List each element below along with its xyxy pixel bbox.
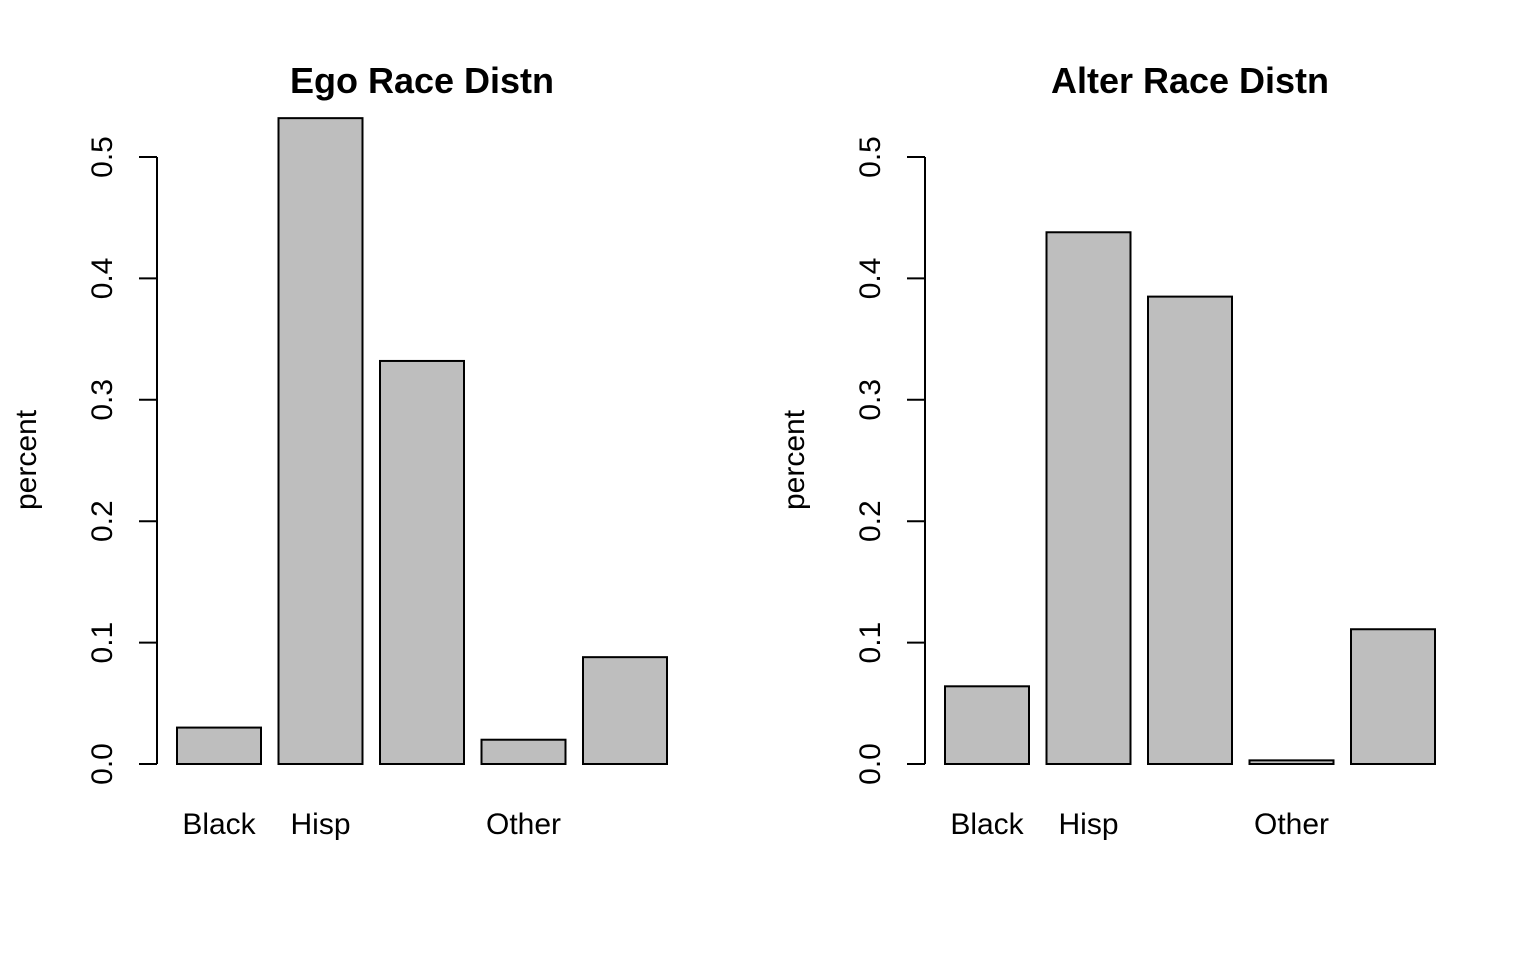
bar [277,117,364,766]
bars [176,117,668,766]
x-category-label: Other [1254,808,1329,841]
y-tick-label: 0.5 [854,136,887,178]
x-category-label: Hisp [290,808,350,841]
chart-panel-alter: Alter Race Distn percent 0.0 0.1 0.2 0.3 0.4… [778,60,1436,841]
y-tick-label: 0.4 [854,258,887,300]
category-labels: Black Hisp Other [950,808,1329,841]
x-category-label: Black [182,808,256,841]
x-category-label: Hisp [1058,808,1118,841]
category-labels: Black Hisp Other [182,808,561,841]
y-tick-label: 0.2 [86,500,119,542]
y-tick-label: 0.0 [86,743,119,785]
bar [944,685,1030,766]
y-tick-label: 0.1 [86,622,119,664]
bar [1248,759,1335,765]
y-tick-label: 0.5 [86,136,119,178]
y-tick-label: 0.3 [854,379,887,421]
y-tick-label: 0.1 [854,622,887,664]
bar [1045,231,1132,765]
y-axis-label: percent [10,409,43,510]
bar [1350,628,1436,765]
bar [480,738,567,765]
x-category-label: Black [950,808,1024,841]
bar [1147,295,1233,765]
y-tick-label: 0.3 [86,379,119,421]
y-axis: 0.0 0.1 0.2 0.3 0.4 0.5 [86,136,158,785]
chart-title: Alter Race Distn [1051,60,1329,101]
bar [176,726,262,766]
y-tick-label: 0.2 [854,500,887,542]
bar [379,359,465,765]
y-tick-label: 0.4 [86,258,119,300]
y-axis-label: percent [778,409,811,510]
chart-panel-ego: Ego Race Distn percent 0.00.10.20.30.40.… [10,60,668,841]
chart-title: Ego Race Distn [290,60,554,101]
x-category-label: Other [486,808,561,841]
bars [944,231,1436,766]
y-axis: 0.0 0.1 0.2 0.3 0.4 0.5 [854,136,926,785]
y-tick-label: 0.0 [854,743,887,785]
bar [582,656,668,766]
